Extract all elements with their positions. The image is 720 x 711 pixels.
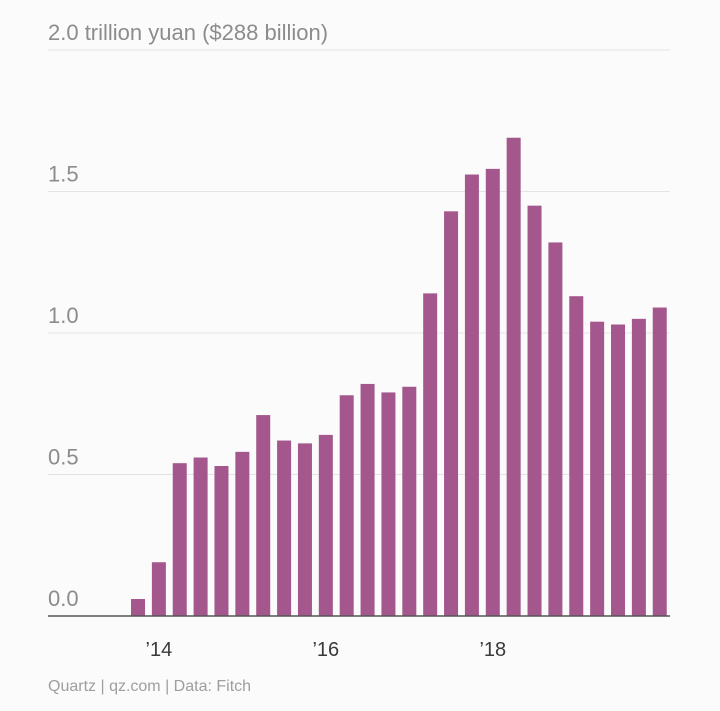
x-tick-label: ’18 xyxy=(479,639,506,661)
y-tick-label: 0.0 xyxy=(48,586,79,611)
bar xyxy=(339,395,354,616)
bar xyxy=(193,457,208,616)
bar xyxy=(235,451,250,616)
y-tick-label: 2.0 trillion yuan ($288 billion) xyxy=(48,20,328,45)
bar xyxy=(131,599,145,616)
bar xyxy=(256,415,271,616)
bar xyxy=(360,383,375,616)
bar xyxy=(444,211,459,616)
bar xyxy=(381,392,396,616)
bar xyxy=(151,562,166,616)
y-tick-label: 0.5 xyxy=(48,445,79,470)
bar xyxy=(611,324,626,616)
bar xyxy=(423,293,438,616)
source-footer: Quartz | qz.com | Data: Fitch xyxy=(48,678,252,695)
bar xyxy=(277,440,292,616)
bar xyxy=(506,137,521,617)
bar xyxy=(297,443,312,616)
bar xyxy=(214,466,229,616)
bar xyxy=(402,386,417,616)
bar xyxy=(464,174,479,616)
bar xyxy=(318,434,333,616)
bar xyxy=(631,318,646,616)
bar xyxy=(590,321,605,616)
bar xyxy=(652,307,667,616)
y-tick-label: 1.0 xyxy=(48,303,79,328)
y-tick-label: 1.5 xyxy=(48,162,79,187)
bar xyxy=(527,205,542,616)
bar xyxy=(172,463,187,616)
bar xyxy=(485,168,500,617)
x-tick-label: ’14 xyxy=(146,639,173,661)
bar xyxy=(569,296,584,616)
bar xyxy=(548,242,563,616)
x-tick-label: ’16 xyxy=(312,639,339,661)
